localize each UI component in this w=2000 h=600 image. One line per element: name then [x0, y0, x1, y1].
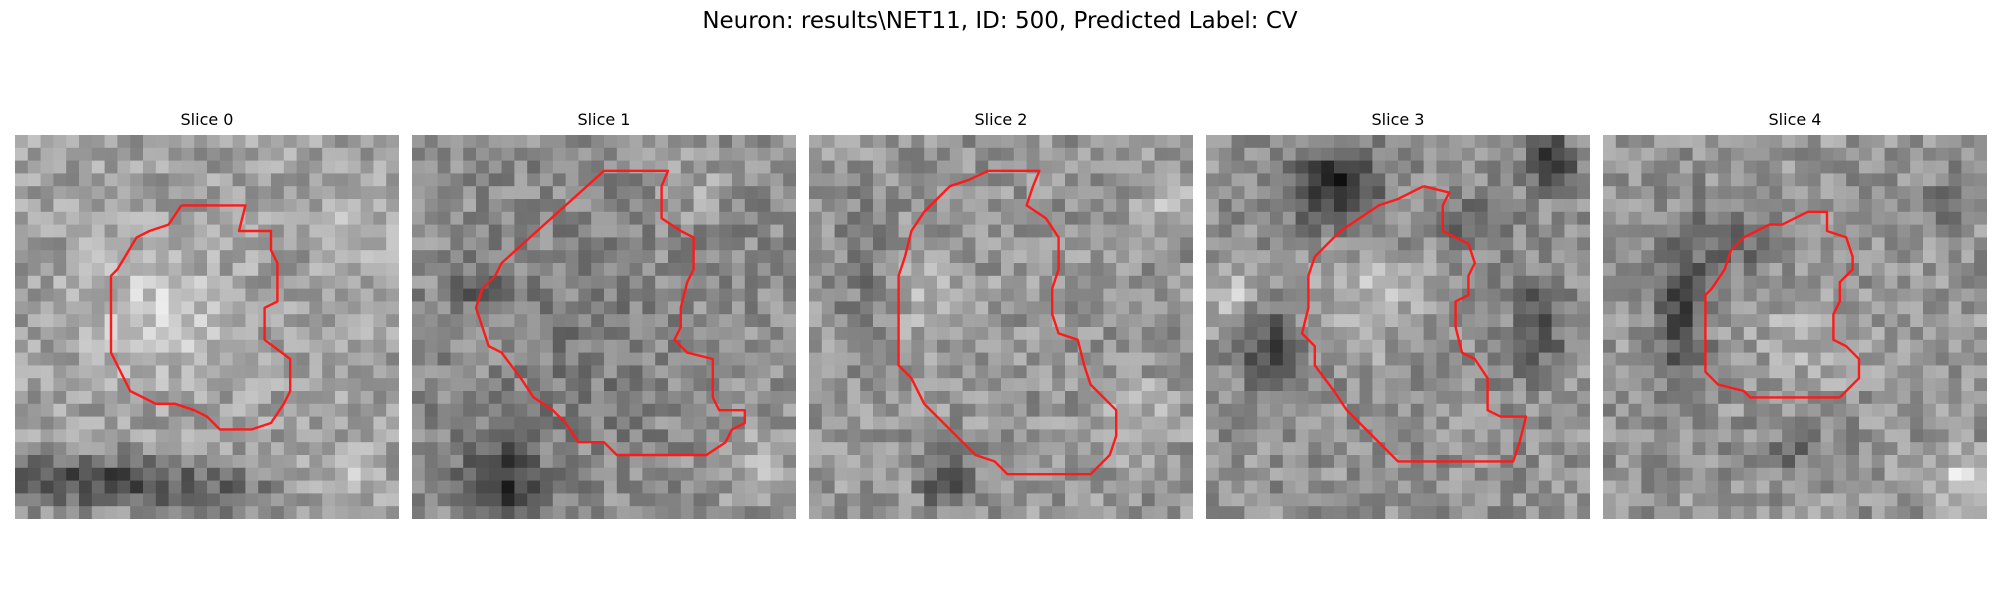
roi-contour	[1704, 210, 1861, 399]
slice-panel-0: Slice 0	[15, 108, 399, 519]
micrograph-pixels	[1206, 135, 1590, 519]
slice-panel-1: Slice 1	[412, 108, 796, 519]
slice-title-0: Slice 0	[180, 110, 234, 129]
roi-contour	[1300, 185, 1528, 463]
slice-panel-4: Slice 4	[1603, 108, 1987, 519]
slice-image-0	[15, 135, 399, 519]
slice-title-4: Slice 4	[1768, 110, 1822, 129]
slice-image-1	[412, 135, 796, 519]
micrograph-pixels	[412, 135, 796, 519]
micrograph-pixels	[15, 135, 399, 519]
micrograph-pixels	[1603, 135, 1987, 519]
slice-panel-2: Slice 2	[809, 108, 1193, 519]
roi-contour	[109, 204, 292, 431]
slice-title-2: Slice 2	[974, 110, 1028, 129]
figure-title: Neuron: results\NET11, ID: 500, Predicte…	[702, 8, 1298, 34]
slice-panel-3: Slice 3	[1206, 108, 1590, 519]
roi-contour	[474, 169, 746, 457]
roi-contour	[897, 169, 1118, 476]
micrograph-pixels	[809, 135, 1193, 519]
slice-title-3: Slice 3	[1371, 110, 1425, 129]
slice-title-1: Slice 1	[577, 110, 631, 129]
slice-image-3	[1206, 135, 1590, 519]
slice-image-4	[1603, 135, 1987, 519]
slice-image-2	[809, 135, 1193, 519]
